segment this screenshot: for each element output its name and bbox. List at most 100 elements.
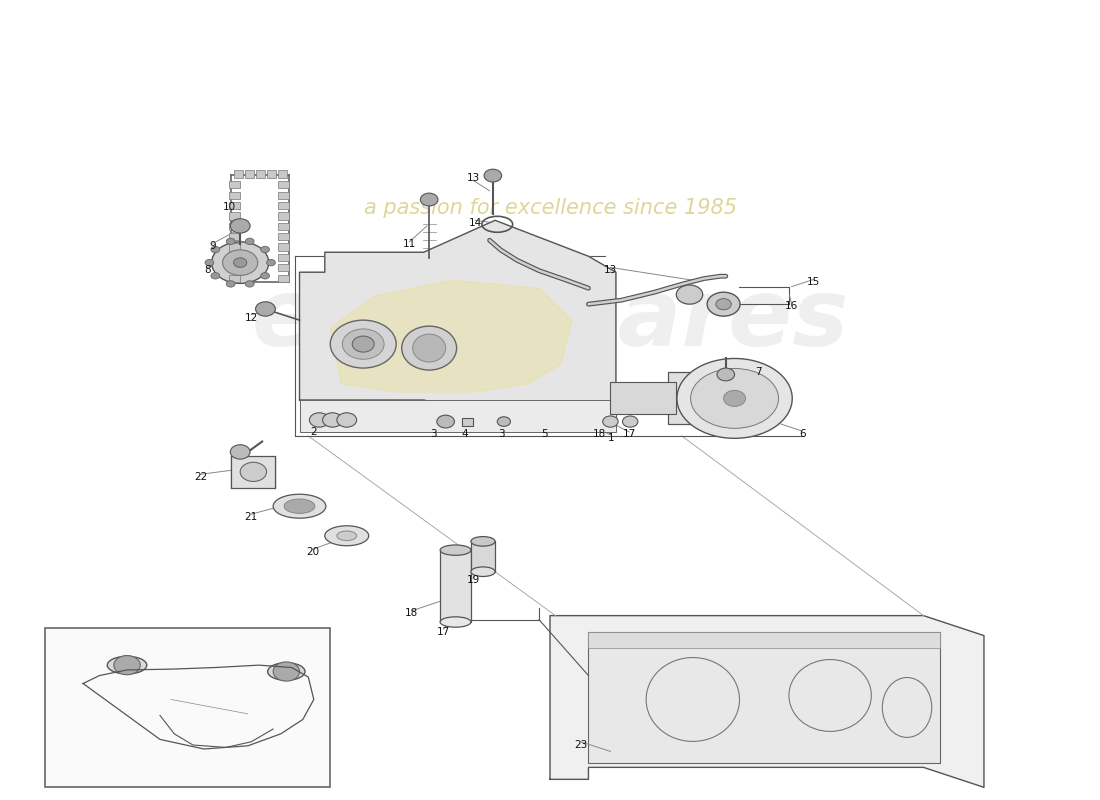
Bar bbox=[229, 264, 240, 271]
Ellipse shape bbox=[402, 326, 456, 370]
Bar bbox=[668, 372, 756, 424]
Circle shape bbox=[245, 281, 254, 287]
Text: 8: 8 bbox=[204, 265, 210, 275]
Circle shape bbox=[227, 281, 235, 287]
Text: 2: 2 bbox=[310, 427, 317, 437]
Ellipse shape bbox=[267, 662, 305, 680]
Text: 17: 17 bbox=[623, 430, 636, 439]
Circle shape bbox=[261, 246, 270, 253]
Bar bbox=[277, 254, 288, 261]
Text: 1: 1 bbox=[608, 433, 615, 442]
Circle shape bbox=[261, 273, 270, 279]
Text: a passion for excellence since 1985: a passion for excellence since 1985 bbox=[363, 198, 737, 218]
Text: 3: 3 bbox=[498, 430, 505, 439]
Text: eurospares: eurospares bbox=[251, 274, 849, 366]
Bar bbox=[229, 233, 240, 240]
Text: 14: 14 bbox=[469, 218, 482, 228]
Bar bbox=[229, 222, 240, 230]
Ellipse shape bbox=[337, 531, 356, 541]
Bar bbox=[231, 456, 275, 488]
Text: 22: 22 bbox=[194, 472, 207, 482]
Text: 23: 23 bbox=[574, 740, 587, 750]
Bar bbox=[229, 191, 240, 198]
Circle shape bbox=[322, 413, 342, 427]
Ellipse shape bbox=[284, 499, 315, 514]
Bar bbox=[610, 382, 676, 414]
Polygon shape bbox=[550, 616, 984, 787]
Bar bbox=[229, 254, 240, 261]
Circle shape bbox=[114, 655, 140, 674]
Text: 5: 5 bbox=[541, 430, 548, 439]
Circle shape bbox=[266, 259, 275, 266]
Text: 6: 6 bbox=[800, 429, 806, 438]
Circle shape bbox=[230, 445, 250, 459]
Text: 11: 11 bbox=[403, 239, 416, 250]
Text: 3: 3 bbox=[430, 430, 437, 439]
Text: 20: 20 bbox=[306, 546, 319, 557]
Text: 18: 18 bbox=[593, 430, 606, 439]
Circle shape bbox=[255, 302, 275, 316]
Text: 12: 12 bbox=[244, 313, 257, 322]
Text: 21: 21 bbox=[244, 512, 257, 522]
Circle shape bbox=[245, 238, 254, 245]
Circle shape bbox=[676, 285, 703, 304]
Ellipse shape bbox=[273, 494, 326, 518]
Ellipse shape bbox=[440, 545, 471, 555]
Ellipse shape bbox=[324, 526, 369, 546]
Circle shape bbox=[623, 416, 638, 427]
Circle shape bbox=[230, 218, 250, 233]
Circle shape bbox=[205, 259, 213, 266]
Ellipse shape bbox=[676, 358, 792, 438]
Bar bbox=[277, 264, 288, 271]
Circle shape bbox=[716, 298, 732, 310]
Bar bbox=[277, 191, 288, 198]
Circle shape bbox=[240, 462, 266, 482]
Bar bbox=[299, 400, 616, 432]
Bar bbox=[462, 418, 473, 426]
Bar bbox=[233, 170, 243, 178]
Bar bbox=[277, 222, 288, 230]
Ellipse shape bbox=[440, 617, 471, 627]
Bar bbox=[277, 212, 288, 219]
Bar bbox=[277, 181, 288, 188]
Polygon shape bbox=[299, 220, 616, 416]
Text: 18: 18 bbox=[405, 608, 418, 618]
Circle shape bbox=[211, 242, 268, 283]
Text: 4: 4 bbox=[461, 430, 468, 439]
Circle shape bbox=[222, 250, 257, 275]
Text: 10: 10 bbox=[222, 202, 235, 212]
Circle shape bbox=[437, 415, 454, 428]
Circle shape bbox=[211, 246, 220, 253]
Text: 19: 19 bbox=[466, 575, 480, 586]
Circle shape bbox=[497, 417, 510, 426]
Ellipse shape bbox=[412, 334, 446, 362]
Text: 7: 7 bbox=[756, 367, 762, 377]
Circle shape bbox=[603, 416, 618, 427]
Ellipse shape bbox=[724, 390, 746, 406]
Text: 16: 16 bbox=[785, 301, 799, 310]
Circle shape bbox=[309, 413, 329, 427]
Circle shape bbox=[484, 170, 502, 182]
Circle shape bbox=[352, 336, 374, 352]
Bar bbox=[277, 170, 287, 178]
Bar bbox=[229, 274, 240, 282]
Circle shape bbox=[337, 413, 356, 427]
Circle shape bbox=[717, 368, 735, 381]
Ellipse shape bbox=[471, 567, 495, 577]
Ellipse shape bbox=[691, 369, 779, 428]
Bar bbox=[471, 542, 495, 572]
Ellipse shape bbox=[471, 537, 495, 546]
Circle shape bbox=[273, 662, 299, 681]
Circle shape bbox=[233, 258, 246, 267]
Bar bbox=[440, 550, 471, 622]
Bar bbox=[277, 243, 288, 250]
Bar bbox=[229, 243, 240, 250]
Bar bbox=[588, 631, 940, 763]
Bar bbox=[255, 170, 265, 178]
Ellipse shape bbox=[342, 329, 384, 359]
Ellipse shape bbox=[108, 656, 146, 674]
Bar bbox=[229, 181, 240, 188]
Text: 13: 13 bbox=[604, 265, 617, 275]
Bar bbox=[277, 274, 288, 282]
Text: 15: 15 bbox=[807, 277, 821, 287]
